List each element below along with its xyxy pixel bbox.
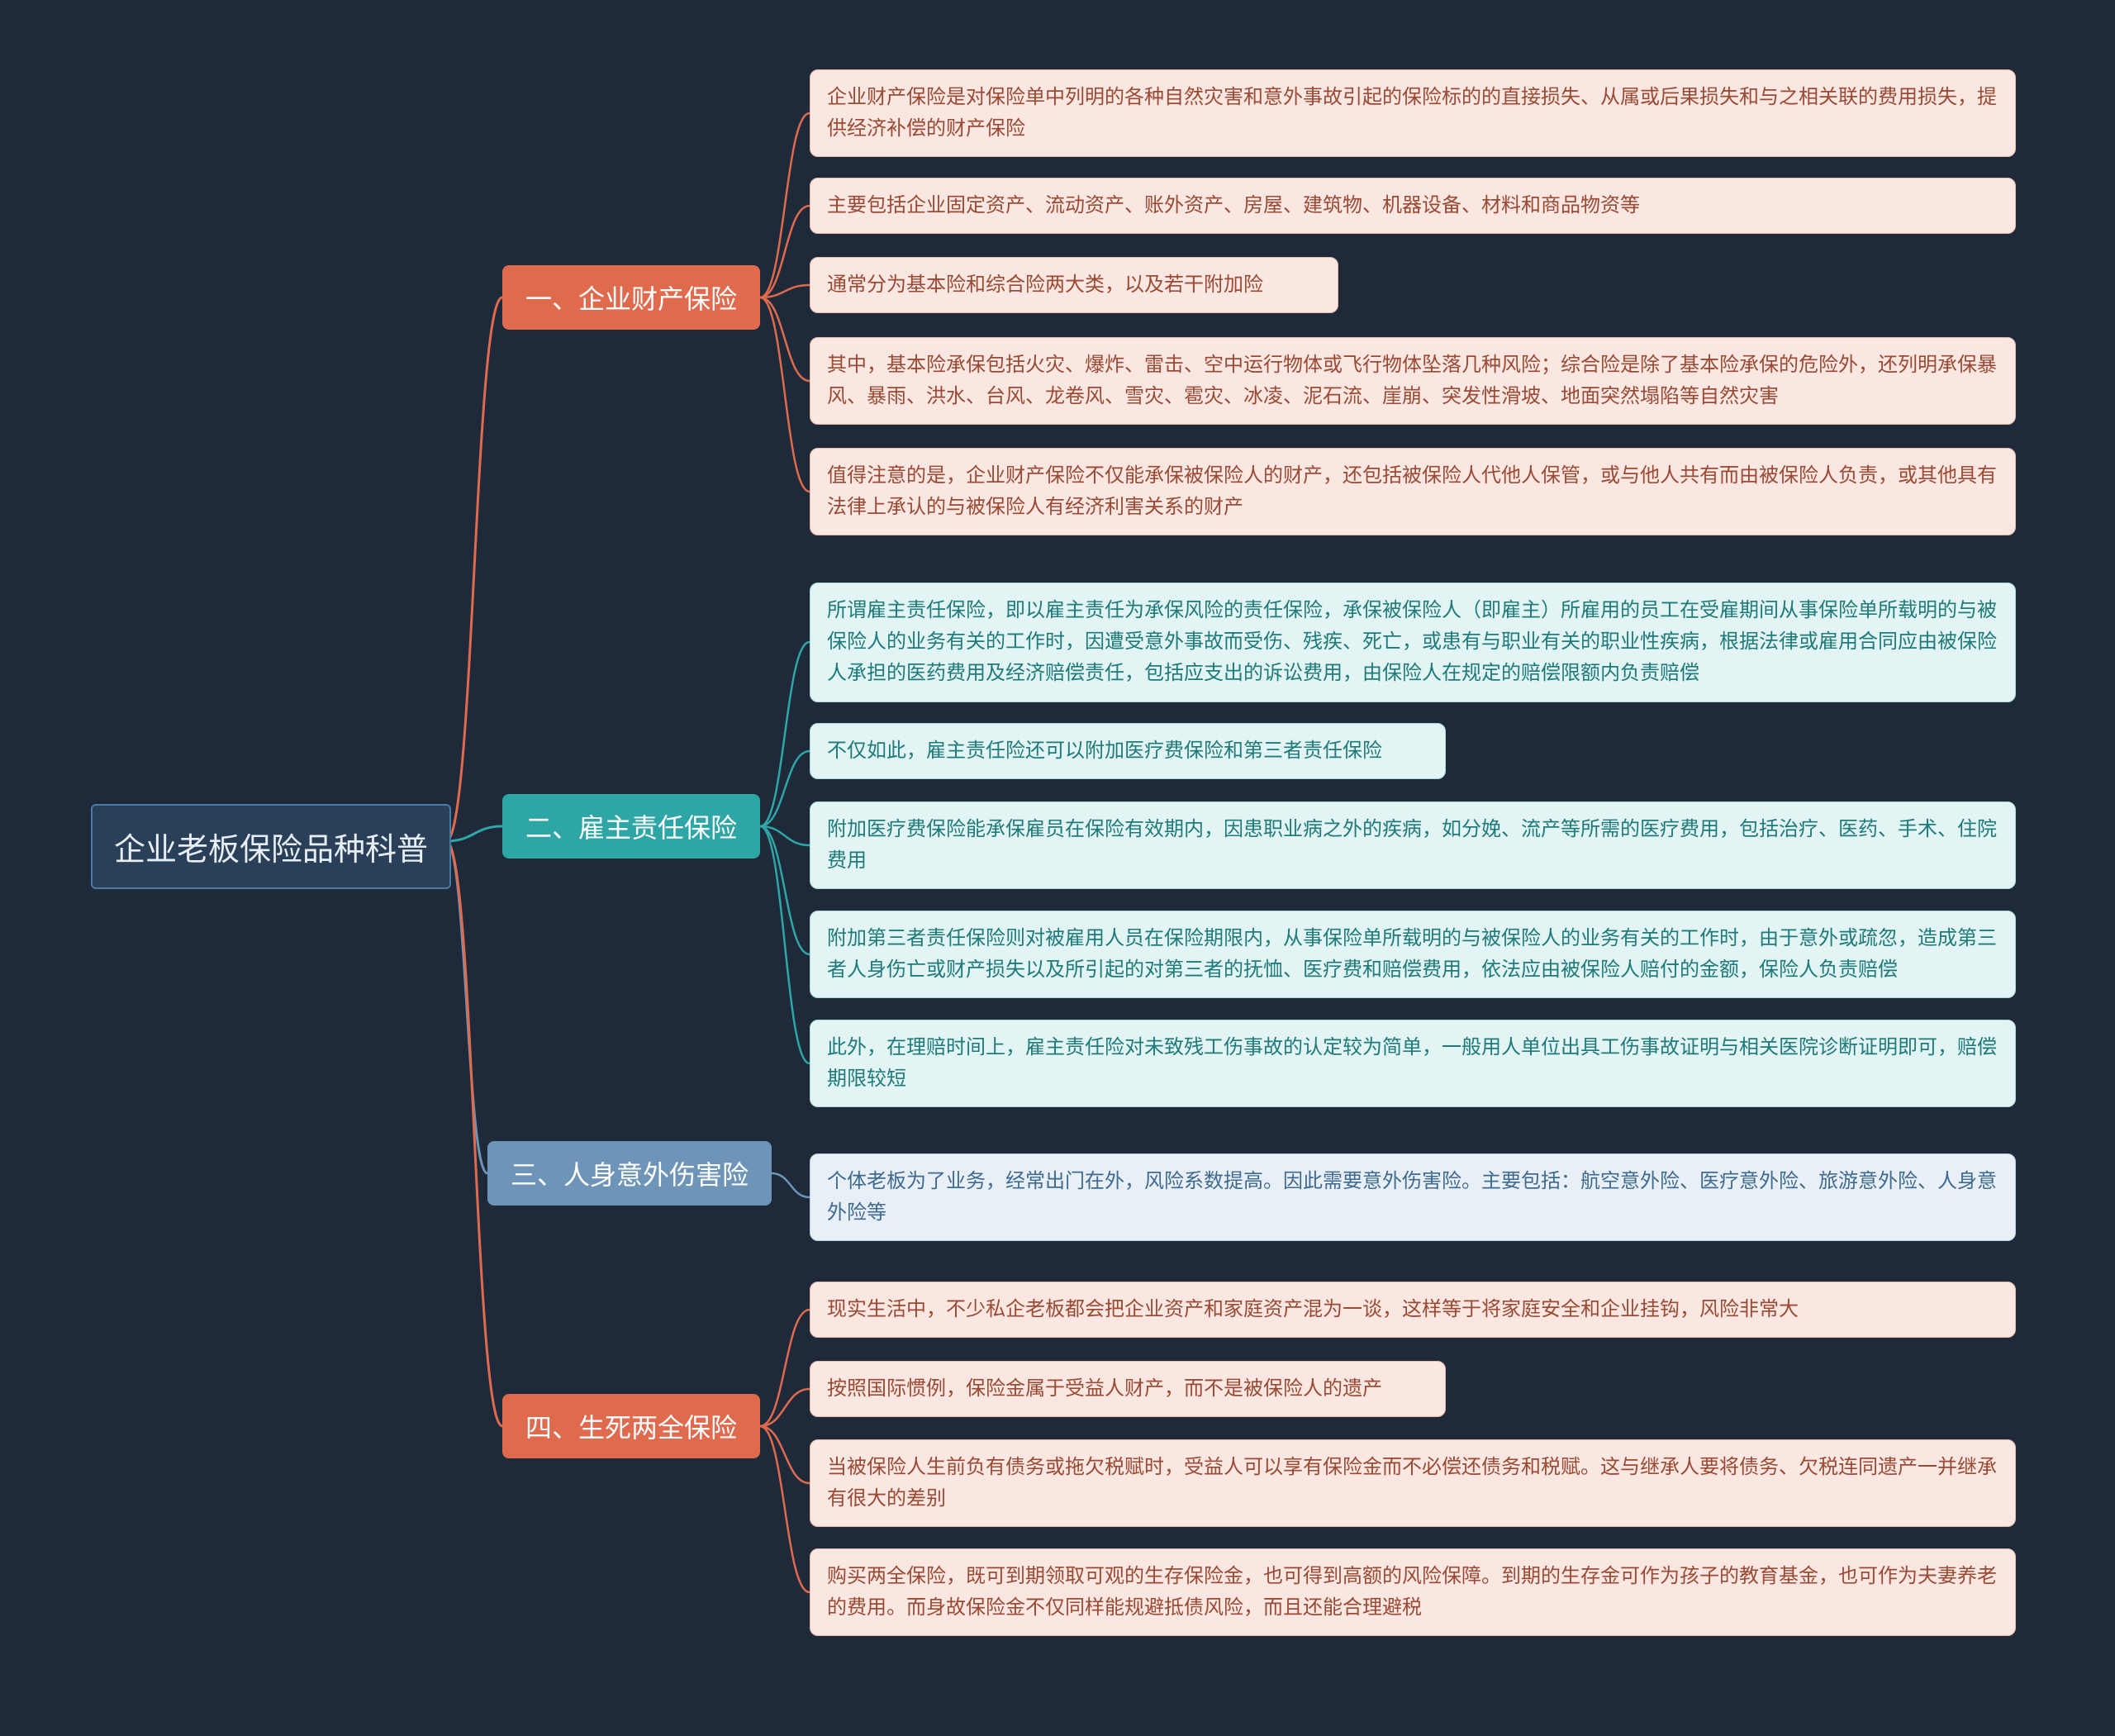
branch-node-b1: 一、企业财产保险: [502, 265, 760, 330]
leaf-node: 购买两全保险，既可到期领取可观的生存保险金，也可得到高额的风险保障。到期的生存金…: [810, 1548, 2016, 1637]
leaf-node: 所谓雇主责任保险，即以雇主责任为承保风险的责任保险，承保被保险人（即雇主）所雇用…: [810, 583, 2016, 702]
leaf-node: 附加医疗费保险能承保雇员在保险有效期内，因患职业病之外的疾病，如分娩、流产等所需…: [810, 801, 2016, 890]
leaf-node: 企业财产保险是对保险单中列明的各种自然灾害和意外事故引起的保险标的的直接损失、从…: [810, 69, 2016, 158]
leaf-node: 现实生活中，不少私企老板都会把企业资产和家庭资产混为一谈，这样等于将家庭安全和企…: [810, 1282, 2016, 1338]
leaf-node: 当被保险人生前负有债务或拖欠税赋时，受益人可以享有保险金而不必偿还债务和税赋。这…: [810, 1439, 2016, 1528]
branch-node-b3: 三、人身意外伤害险: [487, 1141, 772, 1206]
leaf-node: 不仅如此，雇主责任险还可以附加医疗费保险和第三者责任保险: [810, 723, 1446, 779]
leaf-node: 其中，基本险承保包括火灾、爆炸、雷击、空中运行物体或飞行物体坠落几种风险；综合险…: [810, 337, 2016, 426]
mindmap-root: 企业老板保险品种科普: [91, 804, 451, 889]
leaf-node: 值得注意的是，企业财产保险不仅能承保被保险人的财产，还包括被保险人代他人保管，或…: [810, 448, 2016, 536]
branch-node-b2: 二、雇主责任保险: [502, 794, 760, 858]
leaf-node: 主要包括企业固定资产、流动资产、账外资产、房屋、建筑物、机器设备、材料和商品物资…: [810, 178, 2016, 234]
leaf-node: 按照国际惯例，保险金属于受益人财产，而不是被保险人的遗产: [810, 1361, 1446, 1417]
branch-node-b4: 四、生死两全保险: [502, 1394, 760, 1458]
leaf-node: 此外，在理赔时间上，雇主责任险对未致残工伤事故的认定较为简单，一般用人单位出具工…: [810, 1020, 2016, 1108]
leaf-node: 个体老板为了业务，经常出门在外，风险系数提高。因此需要意外伤害险。主要包括：航空…: [810, 1153, 2016, 1242]
leaf-node: 附加第三者责任保险则对被雇用人员在保险期限内，从事保险单所载明的与被保险人的业务…: [810, 911, 2016, 999]
leaf-node: 通常分为基本险和综合险两大类，以及若干附加险: [810, 257, 1338, 313]
root-label: 企业老板保险品种科普: [114, 833, 428, 868]
